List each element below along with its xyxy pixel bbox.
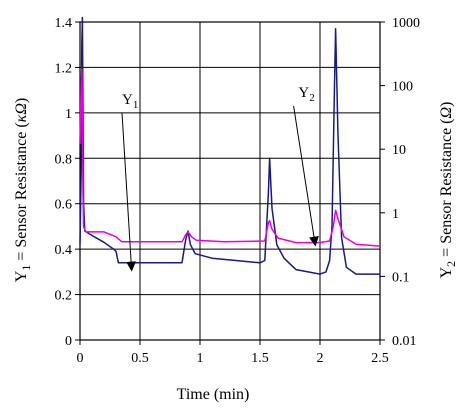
y-right-tick-label: 100 (392, 80, 413, 95)
y-left-tick-label: 1 (65, 107, 72, 122)
grid-lines (75, 21, 385, 345)
annotation-label-2: Y2 (298, 85, 314, 104)
x-tick-labels: 0 0.5 1 1.5 2 2.5 (77, 351, 389, 366)
y-left-tick-label: 0.2 (55, 289, 73, 304)
annotation-layer: Y1 Y2 (121, 85, 319, 272)
annotation-label-1: Y1 (122, 92, 138, 111)
y-left-tick-labels: 0 0.2 0.4 0.6 0.8 1 1.2 1.4 (55, 16, 73, 349)
y-right-tick-label: 0.01 (392, 334, 417, 349)
y-left-tick-label: 0.4 (55, 243, 73, 258)
x-tick-label: 0.5 (131, 351, 149, 366)
x-tick-label: 1 (197, 351, 204, 366)
y-right-tick-label: 10 (392, 143, 406, 158)
plot-frame (79, 21, 381, 341)
y-right-axis-title: Y2 = Sensor Resistance (Ω) (438, 102, 458, 279)
series-layer (79, 16, 381, 275)
x-axis-title: Time (min) (177, 386, 250, 403)
y1-series-line (79, 16, 380, 275)
annotation-arrow-1 (121, 112, 137, 272)
y-left-tick-label: 0.8 (55, 152, 73, 167)
y2-series-line (79, 68, 381, 247)
y-left-tick-label: 1.2 (55, 61, 73, 76)
y-left-axis-title: Y1 = Sensor Resistance (κΩ) (13, 98, 33, 282)
y-left-tick-label: 0.6 (55, 198, 73, 213)
y-right-tick-label: 1000 (392, 16, 420, 31)
x-tick-label: 2 (317, 351, 324, 366)
x-tick-label: 2.5 (371, 351, 389, 366)
y-right-tick-label: 0.1 (392, 270, 410, 285)
y-right-tick-label: 1 (392, 207, 399, 222)
x-tick-label: 1.5 (251, 351, 269, 366)
annotation-arrow-2 (293, 105, 319, 247)
x-tick-label: 0 (77, 351, 84, 366)
plot-border (79, 21, 381, 341)
y-right-tick-labels: 0.01 0.1 1 10 100 1000 (392, 16, 420, 349)
y-left-tick-label: 0 (65, 334, 72, 349)
y-left-tick-label: 1.4 (55, 16, 73, 31)
